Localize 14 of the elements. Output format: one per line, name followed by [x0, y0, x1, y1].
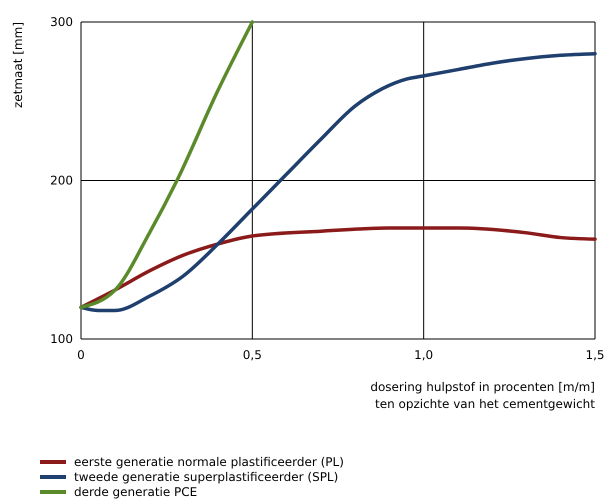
y-tick-label: 200 [50, 174, 73, 188]
line-series [79, 20, 254, 310]
y-tick-label: 300 [50, 15, 73, 29]
x-tick-label: 0,5 [242, 348, 262, 362]
x-tick-label: 1,0 [414, 348, 434, 362]
line-series [79, 52, 597, 312]
y-tick-label: 100 [50, 332, 73, 346]
y-axis-title: zetmaat [mm] [11, 22, 25, 108]
legend-label: tweede generatie superplastificeerder (SPL) [74, 470, 338, 484]
x-tick-label: 1,5 [585, 348, 605, 362]
x-tick-label: 0 [77, 348, 85, 362]
legend-label: derde generatie PCE [74, 485, 198, 499]
legend-label: eerste generatie normale plastificeerder (PL) [74, 455, 344, 469]
x-axis-title: dosering hulpstof in procenten [m/m] ten opzichte van het cementgewicht [370, 380, 596, 411]
